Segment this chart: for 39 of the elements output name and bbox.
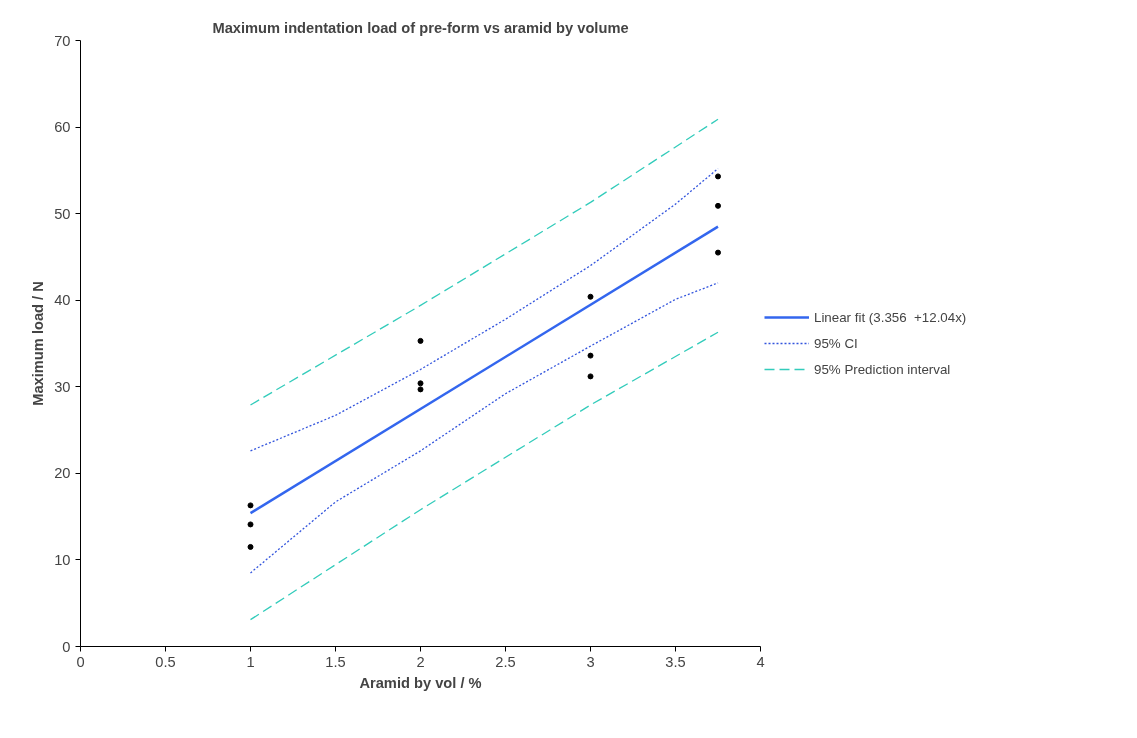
point — [247, 543, 254, 550]
x-axis-title: Aramid by vol / % — [359, 674, 482, 691]
point — [715, 173, 721, 180]
y-tick-label: 70 — [54, 32, 71, 49]
legend-label: Linear fit (3.356 +12.04x) — [814, 309, 967, 325]
y-tick-label: 30 — [54, 378, 71, 395]
y-axis-title: Maximum load / N — [30, 281, 47, 406]
x-tick-label: 0.5 — [155, 653, 176, 670]
y-tick-label: 10 — [54, 551, 71, 568]
point — [417, 380, 424, 387]
x-tick-label: 1.5 — [325, 653, 346, 670]
x-tick-label: 3 — [586, 653, 595, 670]
line-series — [249, 282, 719, 574]
chart-title: Maximum indentation load of pre-form vs aramid by volume — [212, 19, 629, 36]
point — [715, 249, 721, 256]
x-tick-label: 3.5 — [665, 653, 686, 670]
point — [417, 337, 424, 344]
point — [417, 386, 424, 393]
y-tick-label: 60 — [54, 119, 71, 136]
x-tick-label: 2 — [416, 653, 425, 670]
point — [587, 373, 594, 380]
x-tick-label: 4 — [756, 653, 765, 670]
point — [587, 293, 594, 300]
line-series — [249, 118, 719, 406]
y-tick-label: 40 — [54, 292, 71, 309]
x-tick-label: 1 — [246, 653, 255, 670]
line-series — [249, 167, 719, 452]
y-tick-label: 20 — [54, 465, 71, 482]
line-series — [249, 331, 719, 621]
legend-label: 95% Prediction interval — [814, 361, 951, 377]
x-tick-label: 2.5 — [495, 653, 516, 670]
y-tick-label: 50 — [54, 205, 71, 222]
point — [247, 502, 254, 509]
x-tick-label: 0 — [76, 653, 85, 670]
point — [247, 521, 254, 528]
point — [715, 202, 721, 209]
point — [587, 352, 594, 359]
y-tick-label: 0 — [62, 638, 71, 655]
legend-label: 95% CI — [814, 335, 858, 351]
